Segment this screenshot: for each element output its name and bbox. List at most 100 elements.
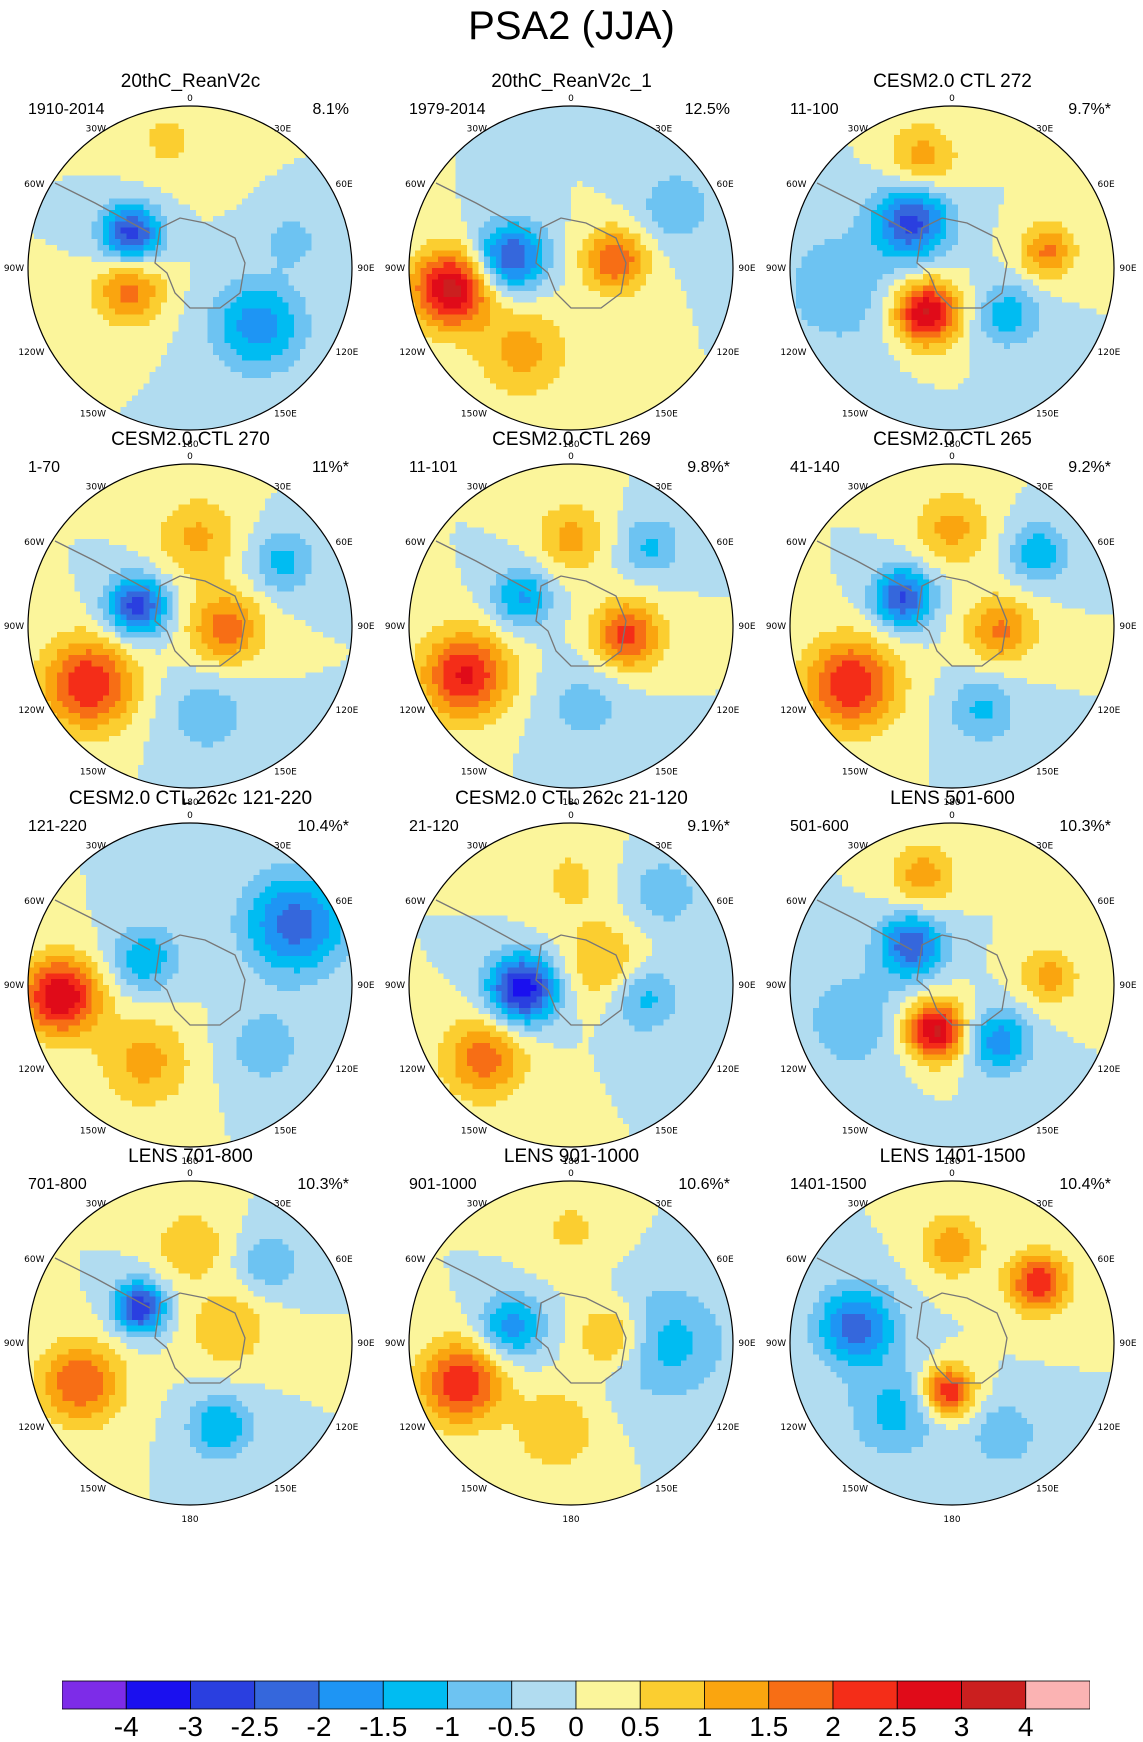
field-cell: [167, 297, 173, 303]
field-cell: [115, 372, 121, 378]
field-cell: [254, 204, 260, 210]
field-cell: [502, 268, 508, 274]
field-cell: [612, 216, 618, 222]
field-cell: [155, 413, 161, 419]
field-cell: [646, 245, 652, 251]
field-cell: [438, 251, 444, 257]
field-cell: [225, 118, 231, 124]
field-cell: [519, 378, 525, 384]
field-cell: [455, 251, 461, 257]
field-cell: [167, 314, 173, 320]
field-cell: [283, 366, 289, 372]
field-cell: [490, 129, 496, 135]
field-cell: [664, 366, 670, 372]
field-cell: [565, 418, 571, 424]
field-cell: [103, 256, 109, 262]
field-cell: [86, 309, 92, 315]
field-cell: [196, 175, 202, 181]
field-cell: [63, 361, 69, 367]
field-cell: [277, 233, 283, 239]
field-cell: [536, 355, 542, 361]
field-cell: [92, 228, 98, 234]
field-cell: [617, 152, 623, 158]
field-cell: [559, 129, 565, 135]
field-cell: [51, 280, 57, 286]
field-cell: [109, 187, 115, 193]
field-cell: [554, 228, 560, 234]
field-cell: [219, 372, 225, 378]
field-cell: [132, 343, 138, 349]
field-cell: [277, 274, 283, 280]
field-cell: [178, 152, 184, 158]
field-cell: [121, 204, 127, 210]
field-cell: [536, 285, 542, 291]
field-cell: [340, 239, 346, 245]
field-cell: [138, 129, 144, 135]
field-cell: [646, 361, 652, 367]
field-cell: [681, 314, 687, 320]
field-cell: [490, 280, 496, 286]
field-cell: [288, 343, 294, 349]
field-cell: [103, 181, 109, 187]
field-cell: [207, 256, 213, 262]
field-cell: [513, 291, 519, 297]
field-cell: [236, 262, 242, 268]
field-cell: [97, 384, 103, 390]
field-cell: [473, 239, 479, 245]
field-cell: [213, 291, 219, 297]
field-cell: [640, 135, 646, 141]
field-cell: [461, 291, 467, 297]
field-cell: [196, 239, 202, 245]
field-cell: [45, 239, 51, 245]
field-cell: [173, 274, 179, 280]
field-cell: [294, 228, 300, 234]
field-cell: [450, 384, 456, 390]
field-cell: [652, 349, 658, 355]
field-cell: [109, 274, 115, 280]
field-cell: [277, 303, 283, 309]
field-cell: [473, 366, 479, 372]
field-cell: [92, 343, 98, 349]
field-cell: [478, 193, 484, 199]
field-cell: [190, 233, 196, 239]
field-cell: [219, 256, 225, 262]
field-cell: [323, 337, 329, 343]
field-cell: [536, 170, 542, 176]
field-cell: [236, 314, 242, 320]
field-cell: [80, 228, 86, 234]
field-cell: [669, 262, 675, 268]
field-cell: [173, 152, 179, 158]
field-cell: [640, 349, 646, 355]
field-cell: [121, 239, 127, 245]
field-cell: [317, 251, 323, 257]
field-cell: [144, 181, 150, 187]
field-cell: [213, 407, 219, 413]
field-cell: [219, 332, 225, 338]
field-cell: [259, 170, 265, 176]
field-cell: [306, 187, 312, 193]
field-cell: [236, 332, 242, 338]
field-cell: [184, 187, 190, 193]
field-cell: [115, 262, 121, 268]
field-cell: [415, 303, 421, 309]
field-cell: [548, 309, 554, 315]
field-cell: [559, 112, 565, 118]
field-cell: [548, 372, 554, 378]
field-cell: [323, 193, 329, 199]
field-cell: [109, 164, 115, 170]
field-cell: [623, 239, 629, 245]
field-cell: [271, 170, 277, 176]
field-cell: [565, 129, 571, 135]
field-cell: [155, 361, 161, 367]
field-cell: [606, 112, 612, 118]
field-cell: [490, 401, 496, 407]
field-cell: [259, 199, 265, 205]
field-cell: [577, 118, 583, 124]
field-cell: [190, 309, 196, 315]
field-cell: [190, 326, 196, 332]
field-cell: [254, 395, 260, 401]
field-cell: [126, 297, 132, 303]
field-cell: [219, 378, 225, 384]
field-cell: [242, 291, 248, 297]
field-cell: [542, 141, 548, 147]
